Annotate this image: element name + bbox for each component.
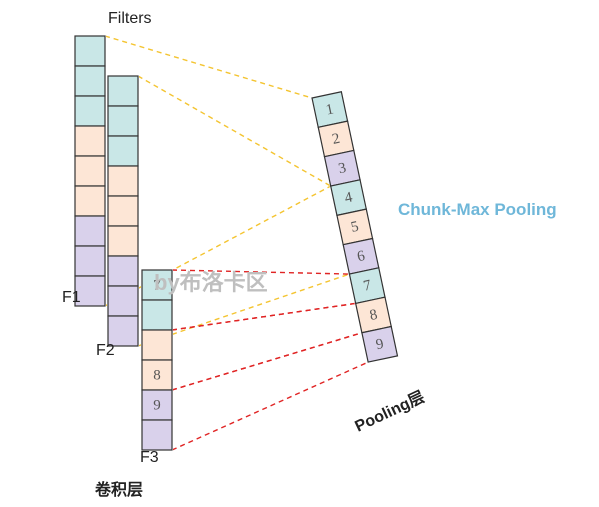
filter-cell [108, 256, 138, 286]
diagram-canvas: F1F2789F3123456789Filters卷积层Pooling层Chun… [0, 0, 599, 507]
filter-col-label: F1 [62, 289, 81, 306]
filter-cell [75, 96, 105, 126]
filter-col-label: F3 [140, 449, 159, 466]
filter-cell [108, 226, 138, 256]
filter-cell [108, 286, 138, 316]
pooling-column: 123456789 [311, 91, 399, 364]
filter-cell [75, 186, 105, 216]
filters-label: Filters [108, 10, 152, 27]
filter-cell [75, 156, 105, 186]
conn-line-2 [138, 76, 331, 186]
filter-cell [75, 66, 105, 96]
conn-line-8 [172, 333, 362, 390]
filter-cell [75, 126, 105, 156]
filter-cell [108, 76, 138, 106]
filter-cell [108, 136, 138, 166]
filter-cell [75, 246, 105, 276]
filter-cell [142, 330, 172, 360]
watermark-text: by布洛卡区 [154, 270, 268, 295]
filter-cell [142, 300, 172, 330]
filter-cell [108, 196, 138, 226]
filter-cell [108, 166, 138, 196]
filters-group: F1F2789F3 [62, 35, 173, 466]
filter-cell [75, 216, 105, 246]
filter-cell [142, 420, 172, 450]
chunk-max-title: Chunk-Max Pooling [398, 200, 557, 219]
filter-col-F1: F1 [62, 35, 106, 307]
filter-cell-num: 8 [153, 367, 161, 383]
conn-line-6 [172, 303, 356, 330]
filter-cell [108, 106, 138, 136]
pooling-layer-label: Pooling层 [352, 388, 427, 436]
filter-cell [75, 36, 105, 66]
filter-col-label: F2 [96, 342, 115, 359]
filter-cell-num: 9 [153, 397, 161, 413]
conn-line-9 [172, 362, 368, 450]
filter-col-F3: 789F3 [140, 269, 173, 466]
conv-layer-label: 卷积层 [94, 480, 143, 499]
